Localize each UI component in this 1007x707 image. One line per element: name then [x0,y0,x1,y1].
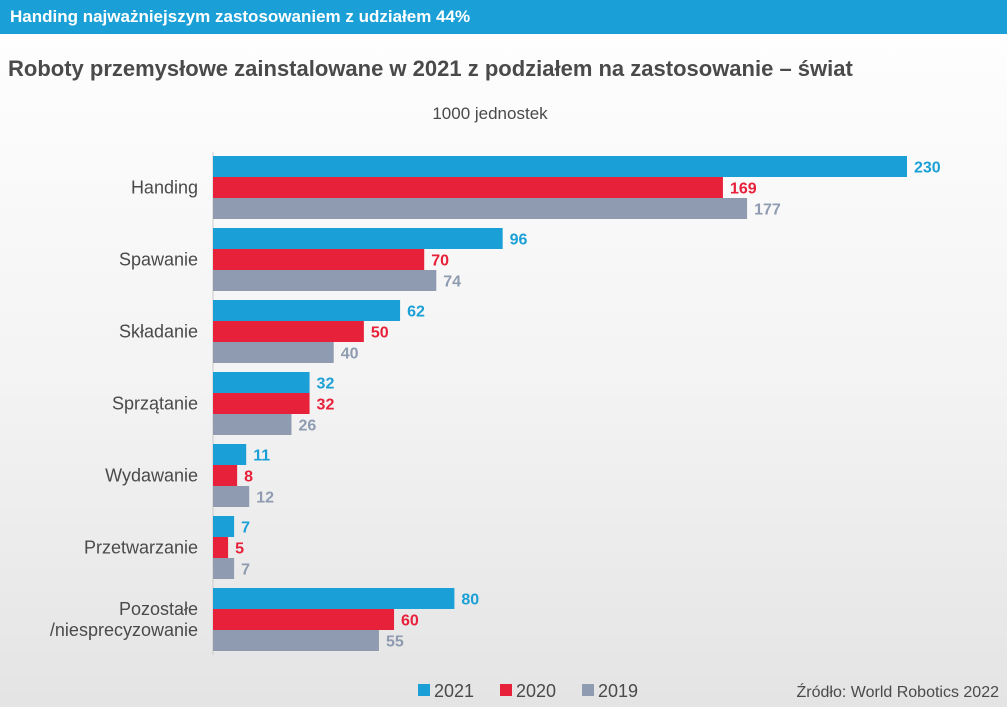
bar-sprzątanie-2019 [213,414,292,435]
bar-składanie-2021 [213,300,401,321]
bar-wydawanie-2019 [213,486,250,507]
data-label-wydawanie-2021: 11 [253,448,270,465]
data-label-spawanie-2021: 96 [510,232,528,249]
data-label-wydawanie-2019: 12 [256,490,274,507]
legend-label-2021: 2021 [434,681,475,701]
bar-handing-2021 [213,156,907,177]
bar-przetwarzanie-2021 [213,516,235,537]
header-banner: Handing najważniejszym zastosowaniem z u… [0,0,1007,34]
unit-label: 1000 jednostek [432,104,548,123]
bar-pozostałe-niesprecyzowanie-2020 [213,609,395,630]
legend-item-2021: 2021 [418,681,474,702]
data-label-składanie-2021: 62 [407,304,425,321]
category-label-przetwarzanie: Przetwarzanie [84,538,198,558]
bar-pozostałe-niesprecyzowanie-2019 [213,630,379,651]
data-label-składanie-2020: 50 [371,325,389,342]
data-label-wydawanie-2020: 8 [244,469,253,486]
legend-swatch-2021 [418,684,430,696]
bar-przetwarzanie-2019 [213,558,235,579]
category-label-sprzątanie: Sprzątanie [112,394,198,414]
bar-spawanie-2021 [213,228,503,249]
bar-pozostałe-niesprecyzowanie-2021 [213,588,455,609]
bar-wydawanie-2020 [213,465,238,486]
bar-handing-2020 [213,177,723,198]
data-label-pozostałe-niesprecyzowanie-2021: 80 [461,592,479,609]
data-label-sprzątanie-2019: 26 [298,418,316,435]
bar-sprzątanie-2021 [213,372,310,393]
bar-składanie-2019 [213,342,334,363]
bar-spawanie-2020 [213,249,425,270]
category-label-pozostałe-niesprecyzowanie: Pozostałe/niesprecyzowanie [50,599,198,640]
bar-składanie-2020 [213,321,364,342]
data-label-spawanie-2020: 70 [431,253,449,270]
banner-text: Handing najważniejszym zastosowaniem z u… [10,7,471,26]
data-label-przetwarzanie-2020: 5 [235,541,244,558]
bar-sprzątanie-2020 [213,393,310,414]
data-label-sprzątanie-2020: 32 [317,397,335,414]
legend-swatch-2019 [582,684,594,696]
legend-swatch-2020 [500,684,512,696]
data-label-pozostałe-niesprecyzowanie-2019: 55 [386,634,404,651]
legend-item-2020: 2020 [500,681,556,702]
data-label-składanie-2019: 40 [341,346,359,363]
category-label-wydawanie: Wydawanie [105,466,198,486]
chart-title: Roboty przemysłowe zainstalowane w 2021 … [8,56,853,81]
data-label-przetwarzanie-2019: 7 [241,562,250,579]
category-label-spawanie: Spawanie [119,250,198,270]
data-label-handing-2019: 177 [754,202,781,219]
legend-label-2020: 2020 [516,681,557,701]
data-label-handing-2020: 169 [730,181,757,198]
legend-item-2019: 2019 [582,681,638,702]
bar-spawanie-2019 [213,270,437,291]
data-label-przetwarzanie-2021: 7 [241,520,250,537]
data-label-sprzątanie-2021: 32 [317,376,335,393]
legend-label-2019: 2019 [598,681,639,701]
data-label-pozostałe-niesprecyzowanie-2020: 60 [401,613,419,630]
bar-przetwarzanie-2020 [213,537,229,558]
data-label-spawanie-2019: 74 [443,274,461,291]
bar-wydawanie-2021 [213,444,247,465]
bar-handing-2019 [213,198,748,219]
data-label-handing-2021: 230 [914,160,941,177]
category-label-składanie: Składanie [119,322,198,342]
source-note: Źródło: World Robotics 2022 [796,684,999,701]
category-label-handing: Handing [131,178,198,198]
